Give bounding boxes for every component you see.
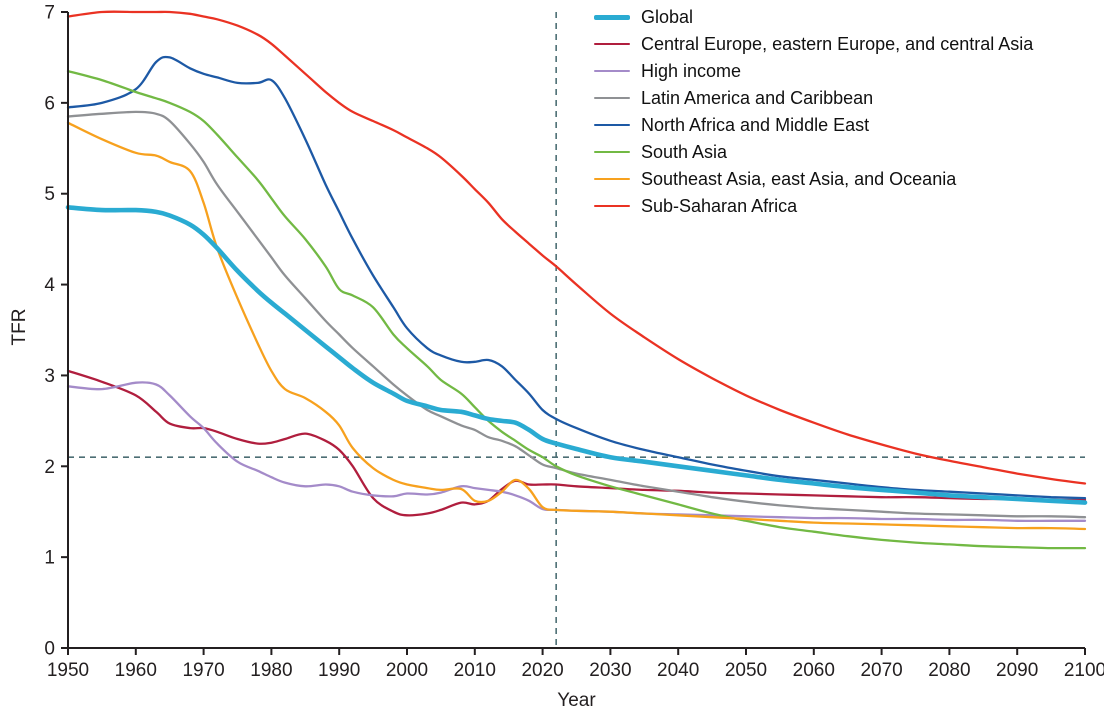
legend-item-central-europe-eastern-europe-and-central-asia: Central Europe, eastern Europe, and cent… [594,34,1033,54]
legend-item-sub-saharan-africa: Sub-Saharan Africa [594,196,1033,216]
series-line-global [65,205,1088,505]
legend-swatch-central-europe-eastern-europe-and-central-asia [594,42,630,46]
legend-item-latin-america-and-caribbean: Latin America and Caribbean [594,88,1033,108]
series-line-south-asia [66,69,1087,550]
series-line-southeast-asia-east-asia-and-oceania [66,121,1087,531]
series-line-latin-america-and-caribbean [66,110,1087,519]
legend-label-south-asia: South Asia [641,142,728,162]
legend-label-southeast-asia-east-asia-and-oceania: Southeast Asia, east Asia, and Oceania [641,169,957,189]
x-tick-label: 2030 [589,660,631,681]
legend-label-global: Global [641,7,694,27]
x-tick-label: 2060 [793,660,835,681]
legend-swatch-north-africa-and-middle-east [594,123,630,127]
x-tick-label: 2090 [996,660,1038,681]
legend-swatch-southeast-asia-east-asia-and-oceania [594,177,630,181]
legend-label-central-europe-eastern-europe-and-central-asia: Central Europe, eastern Europe, and cent… [641,34,1034,54]
y-tick-label: 5 [44,184,55,205]
legend-item-high-income: High income [594,61,1033,81]
x-tick-label: 1960 [115,660,157,681]
x-tick-label: 2050 [725,660,767,681]
series-line-high-income [66,381,1087,523]
y-tick-label: 4 [44,275,55,296]
y-tick-label: 2 [44,457,55,478]
series-line-central-europe-eastern-europe-and-central-asia [66,369,1087,517]
series-line-north-africa-and-middle-east [66,55,1087,500]
x-tick-label: 1990 [318,660,360,681]
legend-item-south-asia: South Asia [594,142,1033,162]
legend-item-north-africa-and-middle-east: North Africa and Middle East [594,115,1033,135]
x-tick-label: 2020 [521,660,563,681]
legend: Global Central Europe, eastern Europe, an… [594,7,1033,216]
y-tick-label: 0 [44,639,55,660]
legend-label-latin-america-and-caribbean: Latin America and Caribbean [641,88,874,108]
y-axis-title: TFR [9,308,30,346]
legend-swatch-global [594,14,630,20]
x-tick-label: 2010 [454,660,496,681]
y-tick-label: 1 [44,548,55,569]
x-tick-label: 2040 [657,660,699,681]
y-tick-label: 3 [44,366,55,387]
x-tick-label: 1980 [250,660,292,681]
series-line-sub-saharan-africa [66,10,1087,485]
x-tick-label: 1970 [182,660,224,681]
y-tick-label: 6 [44,93,55,114]
x-tick-label: 1950 [47,660,89,681]
legend-swatch-south-asia [594,150,630,154]
x-tick-label: 2000 [386,660,428,681]
legend-label-north-africa-and-middle-east: North Africa and Middle East [641,115,870,135]
x-tick-label: 2070 [860,660,902,681]
legend-swatch-high-income [594,69,630,73]
x-tick-label: 2100 [1064,660,1104,681]
x-axis-title: Year [557,690,596,711]
legend-item-global: Global [594,7,1033,27]
legend-item-southeast-asia-east-asia-and-oceania: Southeast Asia, east Asia, and Oceania [594,169,1033,189]
legend-swatch-latin-america-and-caribbean [594,96,630,100]
legend-label-sub-saharan-africa: Sub-Saharan Africa [641,196,798,216]
legend-label-high-income: High income [641,61,742,81]
y-tick-label: 7 [44,3,55,24]
x-tick-label: 2080 [928,660,970,681]
legend-swatch-sub-saharan-africa [594,204,630,208]
